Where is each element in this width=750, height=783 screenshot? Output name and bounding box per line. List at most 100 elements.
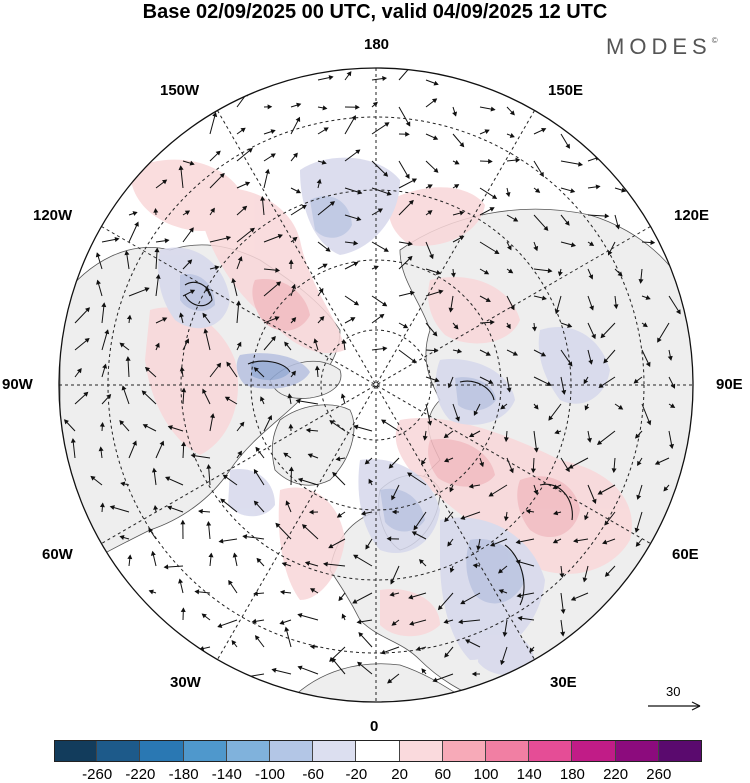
- wind-arrow: [263, 336, 276, 351]
- wind-arrow: [452, 184, 460, 189]
- wind-arrow: [425, 403, 433, 426]
- wind-arrow: [587, 268, 594, 280]
- wind-arrow: [573, 538, 589, 544]
- wind-arrow: [582, 565, 589, 583]
- wind-arrow: [398, 106, 411, 127]
- wind-arrow: [209, 150, 221, 162]
- wind-arrow: [479, 207, 495, 216]
- positive-anomaly: [278, 487, 345, 600]
- wind-arrow: [283, 452, 292, 459]
- wind-arrow: [95, 252, 103, 270]
- wind-arrow: [479, 129, 490, 135]
- colorbar-swatch: [226, 740, 270, 762]
- wind-arrow: [559, 565, 565, 579]
- wind-arrow: [468, 483, 481, 489]
- wind-arrow: [179, 312, 184, 324]
- wind-arrow: [668, 430, 675, 450]
- wind-arrow: [641, 403, 652, 426]
- wind-arrow: [328, 538, 346, 549]
- wind-arrow: [251, 618, 265, 624]
- wind-arrow: [263, 153, 276, 162]
- map-border: [58, 67, 694, 703]
- wind-arrow: [506, 376, 512, 393]
- wind-arrow: [479, 158, 493, 164]
- wind-arrow: [371, 295, 388, 307]
- colorbar-swatch: [399, 740, 443, 762]
- colorbar-swatch: [97, 740, 141, 762]
- wind-arrow: [99, 422, 105, 432]
- wind-arrow: [560, 376, 567, 395]
- wind-arrow: [353, 554, 373, 567]
- wind-arrow: [242, 534, 265, 540]
- wind-arrow: [128, 221, 139, 243]
- wind-arrow: [452, 403, 460, 422]
- negative-anomaly: [538, 326, 610, 404]
- wind-arrow: [398, 322, 409, 329]
- wind-arrow: [121, 385, 130, 405]
- wind-arrow: [497, 565, 508, 574]
- colorbar-swatch: [615, 740, 659, 762]
- wind-arrow: [437, 592, 454, 611]
- wind-arrow: [344, 104, 360, 110]
- wind-arrow: [236, 256, 243, 270]
- wind-arrow: [101, 236, 120, 243]
- wind-arrow: [506, 268, 514, 274]
- negative-anomaly: [228, 469, 275, 517]
- wind-arrow: [557, 268, 563, 277]
- lon-label-60e: 60E: [672, 546, 699, 563]
- wind-arrow: [155, 317, 168, 324]
- wind-arrow: [600, 322, 616, 339]
- wind-arrow: [560, 322, 573, 328]
- wind-arrow: [389, 591, 400, 597]
- wind-arrow: [279, 589, 292, 595]
- wind-arrow: [201, 613, 211, 621]
- wind-arrow: [425, 184, 433, 189]
- wind-arrow: [181, 441, 187, 459]
- wind-arrow: [313, 338, 319, 351]
- wind-arrow: [516, 592, 535, 598]
- wind-arrow: [217, 619, 238, 628]
- wind-arrow: [472, 563, 481, 569]
- wind-arrow: [479, 241, 500, 255]
- brand-mark: ©: [711, 36, 718, 45]
- wind-arrow: [155, 342, 160, 351]
- wind-arrow: [587, 349, 594, 365]
- wind-arrow: [182, 259, 193, 270]
- wind-arrow: [98, 446, 104, 459]
- wind-arrow: [458, 619, 481, 625]
- wind-arrow: [90, 475, 103, 486]
- wind-arrow: [203, 328, 211, 351]
- wind-arrow: [506, 349, 519, 356]
- wind-arrow: [232, 552, 238, 567]
- lon-label-90e: 90E: [716, 376, 743, 393]
- vector-legend-value: 30: [666, 684, 681, 699]
- wind-arrow: [425, 376, 440, 383]
- wind-arrow: [641, 349, 651, 368]
- wind-arrow: [587, 241, 595, 246]
- wind-arrow: [391, 509, 400, 515]
- wind-arrow: [254, 635, 265, 648]
- wind-arrow: [364, 457, 373, 465]
- vector-legend-arrow: [648, 701, 701, 711]
- wind-arrow: [587, 184, 601, 190]
- wind-arrow: [290, 283, 296, 297]
- wind-arrow: [464, 639, 481, 648]
- wind-arrow: [444, 511, 454, 523]
- wind-arrow: [209, 413, 215, 432]
- wind-arrow: [506, 133, 515, 138]
- wind-arrow: [614, 403, 624, 410]
- wind-arrow: [425, 268, 442, 275]
- wind-arrow: [180, 607, 186, 621]
- wind-arrow: [178, 165, 184, 189]
- wind-arrow: [220, 498, 238, 513]
- wind-arrow: [638, 268, 644, 284]
- wind-arrow: [584, 511, 589, 521]
- wind-arrow: [529, 646, 535, 653]
- lon-label-90w: 90W: [2, 376, 33, 393]
- wind-arrow: [425, 133, 439, 140]
- colorbar-tick-label: 140: [516, 766, 542, 783]
- wind-arrow: [586, 430, 592, 443]
- wind-arrow: [165, 476, 184, 486]
- wind-arrow: [460, 592, 481, 605]
- wind-arrow: [253, 500, 265, 513]
